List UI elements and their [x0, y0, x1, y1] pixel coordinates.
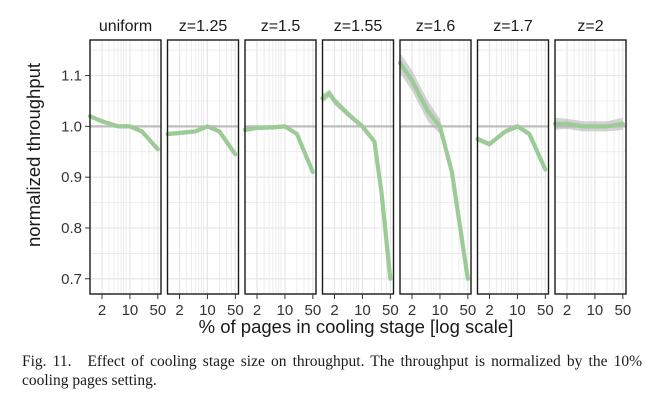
- panel-grid: [89, 40, 161, 294]
- panel-border: [399, 39, 472, 295]
- x-tick-label: 10: [122, 302, 139, 319]
- facet-panel: z=1.55 2 10 50: [320, 18, 399, 319]
- x-tick-label: 50: [614, 302, 631, 319]
- facet-panel: z=2 2 10 50: [552, 18, 631, 319]
- x-tick-label: 2: [485, 302, 493, 319]
- figure-caption-text: Effect of cooling stage size on throughp…: [22, 353, 642, 389]
- x-tick-label: 2: [253, 302, 261, 319]
- x-tick-label: 10: [432, 302, 449, 319]
- x-tick-label: 10: [354, 302, 371, 319]
- panel-grid: [167, 40, 239, 294]
- y-axis-label: normalized throughput: [23, 63, 44, 247]
- facet-panels: uniform 2 10 50 z=1.25 2 10 50 z=1.5 2 10 50 z=1.55 2…: [87, 18, 631, 319]
- facet-panel: z=1.25 2 10 50: [165, 18, 244, 319]
- x-tick-label: 50: [227, 302, 244, 319]
- x-tick-label: 50: [382, 302, 399, 319]
- y-tick-label: 0.9: [61, 169, 82, 186]
- figure-caption-label: Fig. 11.: [22, 353, 72, 370]
- series-line: [242, 124, 315, 175]
- series-line: [320, 91, 393, 281]
- panel-grid: [244, 40, 316, 294]
- x-tick-label: 10: [587, 302, 604, 319]
- facet-panel: z=1.6 2 10 50: [397, 18, 476, 319]
- x-tick-label: 10: [509, 302, 526, 319]
- facet-label: z=1.7: [493, 18, 533, 35]
- facet-label: z=1.55: [334, 18, 383, 35]
- y-axis: 0.7 0.8 0.9 1.0 1.1: [61, 68, 90, 288]
- panel-grid: [477, 40, 549, 294]
- series-line: [165, 124, 238, 157]
- facet-panel: z=1.7 2 10 50: [475, 18, 554, 319]
- y-tick-label: 0.7: [61, 271, 82, 288]
- series-line: [397, 60, 470, 281]
- panel-grid: [554, 40, 626, 294]
- panel-border: [166, 39, 240, 295]
- facet-label: z=2: [577, 18, 603, 35]
- panel-border: [476, 39, 550, 295]
- x-tick-label: 50: [149, 302, 166, 319]
- y-tick-label: 1.0: [61, 118, 82, 135]
- y-tick-label: 0.8: [61, 220, 82, 237]
- x-tick-label: 50: [537, 302, 554, 319]
- x-tick-label: 2: [175, 302, 183, 319]
- y-tick-label: 1.1: [61, 68, 82, 85]
- facet-label: z=1.5: [261, 18, 301, 35]
- panel-border: [89, 39, 162, 295]
- panel-border: [244, 39, 317, 295]
- x-tick-label: 2: [408, 302, 416, 319]
- facet-panel: z=1.5 2 10 50: [242, 18, 321, 319]
- facet-label: z=1.25: [179, 18, 228, 35]
- facet-panel: uniform 2 10 50: [87, 18, 166, 319]
- series-line: [87, 114, 160, 152]
- x-axis-label: % of pages in cooling stage [log scale]: [199, 316, 514, 337]
- facet-label: z=1.6: [416, 18, 456, 35]
- series-line: [475, 124, 548, 172]
- x-tick-label: 10: [277, 302, 294, 319]
- x-tick-label: 50: [304, 302, 321, 319]
- x-tick-label: 2: [330, 302, 338, 319]
- x-tick-label: 50: [459, 302, 476, 319]
- panel-border: [554, 39, 627, 295]
- x-tick-label: 2: [563, 302, 571, 319]
- series-line: [552, 121, 625, 129]
- figure-caption: Fig. 11. Effect of cooling stage size on …: [22, 352, 642, 390]
- x-tick-label: 2: [98, 302, 106, 319]
- panel-border: [321, 39, 395, 295]
- panel-grid: [322, 40, 394, 294]
- x-tick-label: 10: [199, 302, 216, 319]
- faceted-line-chart: uniform 2 10 50 z=1.25 2 10 50 z=1.5 2 10 50 z=1.55 2…: [23, 18, 631, 337]
- facet-label: uniform: [99, 18, 152, 35]
